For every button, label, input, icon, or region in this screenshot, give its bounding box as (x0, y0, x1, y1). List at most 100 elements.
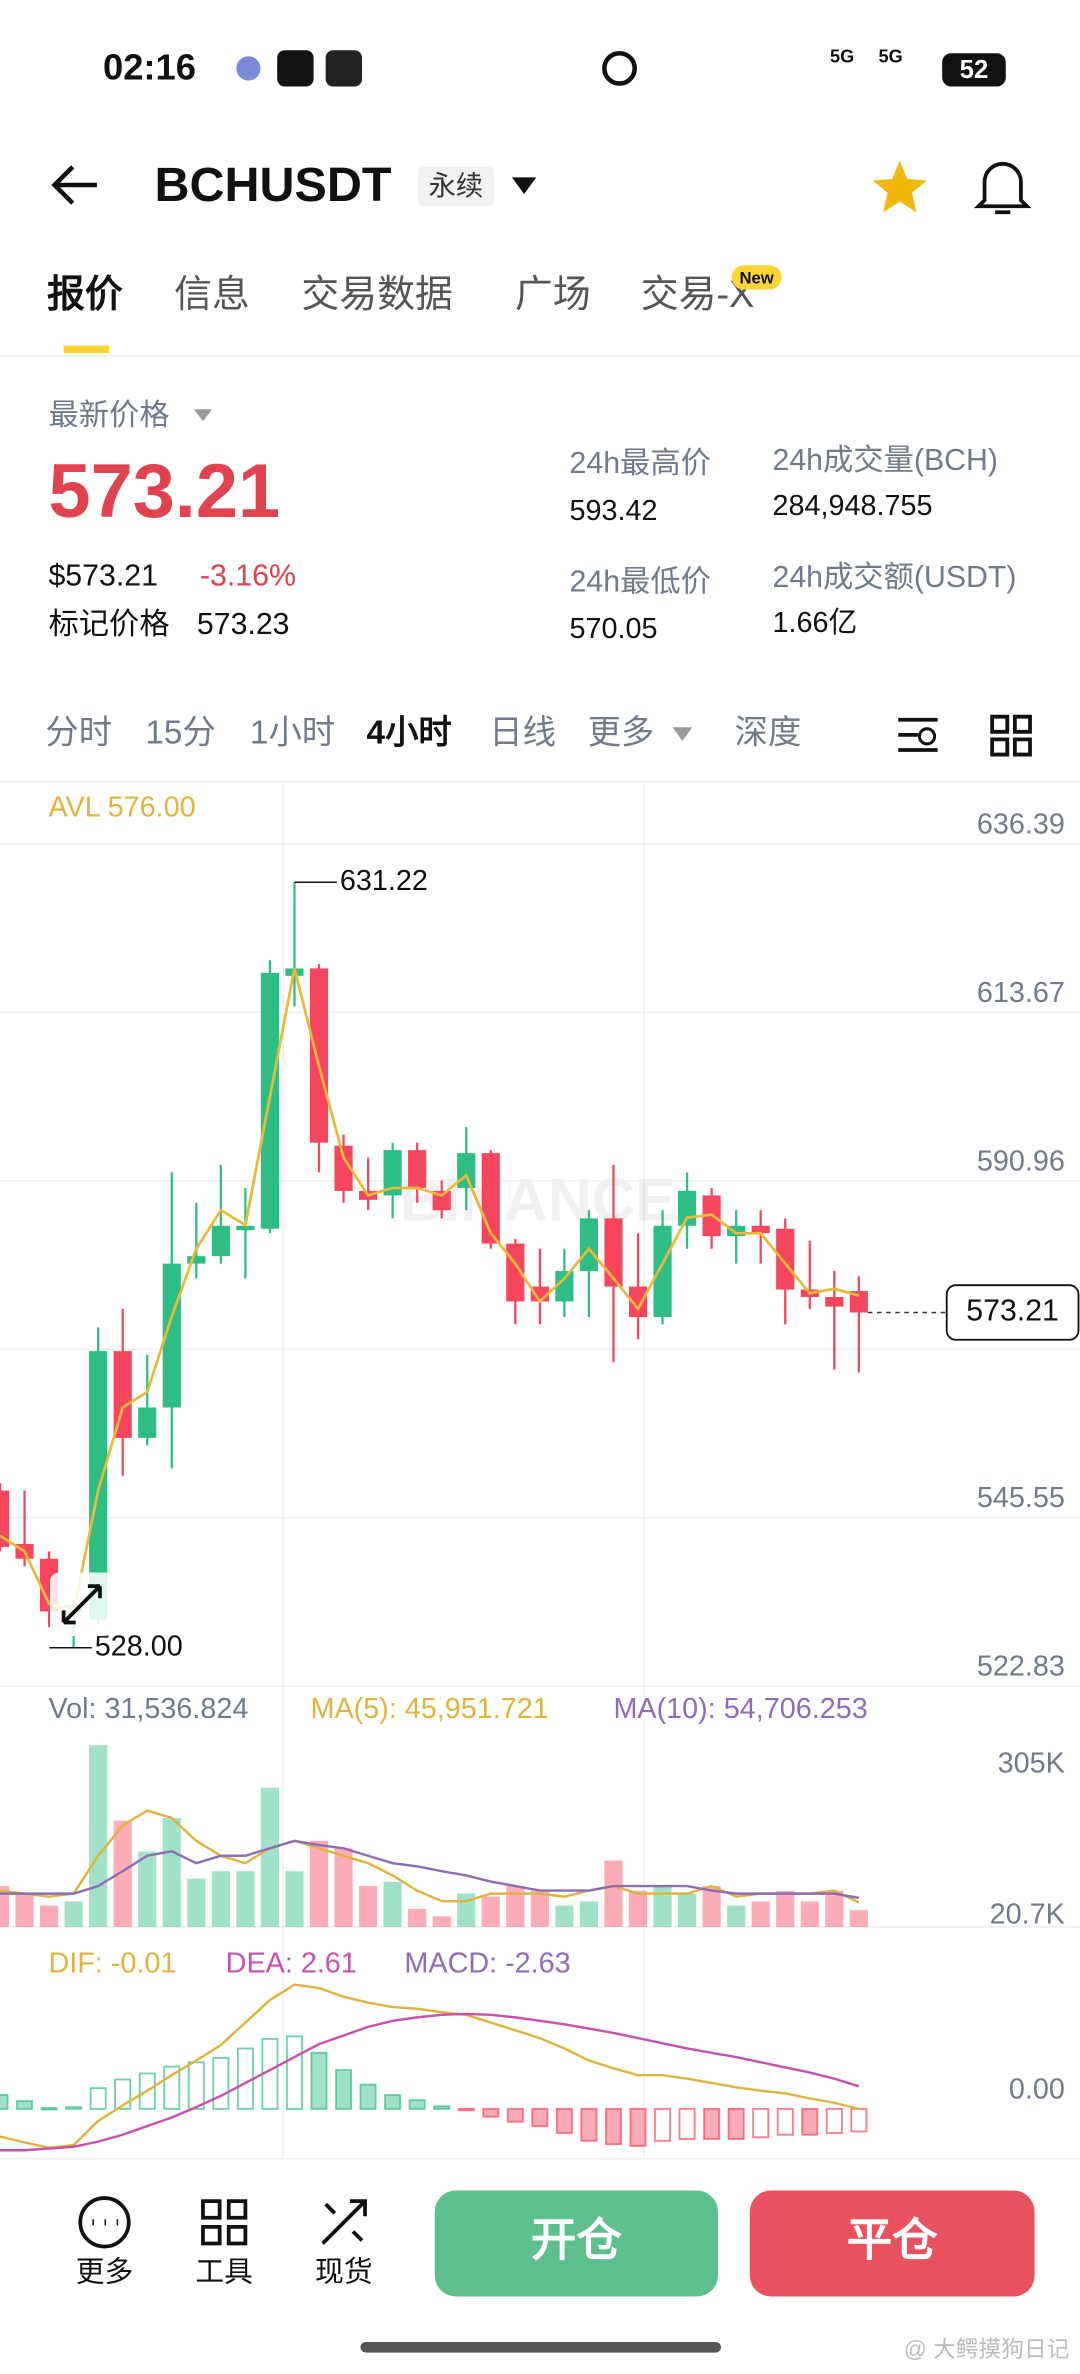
mark-price: 573.23 (197, 608, 290, 641)
interval[interactable]: 深度 (735, 715, 802, 752)
macd-bar (482, 2107, 500, 2118)
macd-line (0, 2012, 860, 2152)
y-tick-label: 545.55 (977, 1482, 1065, 1514)
tool-label[interactable]: 现货 (315, 2256, 373, 2288)
close-label[interactable]: 平仓 (847, 2215, 938, 2266)
interval[interactable]: 15分 (145, 715, 215, 752)
volume-bar (260, 1787, 280, 1927)
symbol-dropdown[interactable] (511, 177, 537, 195)
usd-price: $573.21 (48, 559, 157, 592)
stat-label: 24h最高价 (570, 446, 711, 480)
macd-bar (65, 2106, 83, 2110)
stat-value: 593.42 (570, 495, 658, 527)
macd-bar (359, 2083, 377, 2110)
candle-body (162, 1263, 181, 1408)
expand-icon (61, 1584, 102, 1625)
candle-body (825, 1296, 844, 1307)
interval[interactable]: 日线 (489, 715, 556, 752)
open-button[interactable] (434, 2190, 718, 2297)
volume-bar (285, 1871, 304, 1927)
new-badge-text: New (739, 268, 773, 287)
candle-body (776, 1228, 795, 1290)
volume-bar (530, 1890, 549, 1927)
macd-bar (801, 2107, 819, 2136)
layout-toggle[interactable] (990, 714, 1032, 757)
contract-badge (418, 166, 494, 207)
candle-body (113, 1351, 132, 1438)
close-button[interactable] (749, 2190, 1035, 2297)
dropdown[interactable] (672, 727, 693, 741)
candle-body (653, 1225, 672, 1318)
volume-legend: Vol: 31,536.824 (48, 1693, 248, 1725)
y-tick-label: 636.39 (977, 808, 1065, 840)
candle-body (334, 1145, 353, 1191)
interval[interactable]: 4小时 (367, 715, 452, 752)
last-price: 573.21 (48, 449, 280, 534)
candle-body (727, 1225, 746, 1237)
macd-bar (187, 2061, 205, 2110)
volume-ma-line (0, 1839, 860, 1900)
dropdown[interactable] (193, 409, 213, 422)
volume-bar (383, 1881, 402, 1927)
alerts[interactable] (973, 161, 1032, 215)
tab[interactable]: 报价 (47, 274, 123, 316)
app-icon (325, 50, 363, 87)
last-price-label: 最新价格 (48, 398, 169, 432)
tab[interactable]: 交易数据 (301, 274, 452, 316)
macd-bar (678, 2107, 696, 2140)
interval[interactable]: 分时 (45, 715, 112, 752)
symbol[interactable]: BCHUSDT (155, 158, 392, 212)
macd-bar (236, 2047, 254, 2110)
volume-bar (0, 1886, 10, 1927)
volume-bar (702, 1886, 721, 1927)
macd-bar (531, 2107, 549, 2128)
max-label: 631.22 (340, 865, 428, 897)
volume-bar (604, 1860, 623, 1927)
volume-bar (187, 1878, 206, 1927)
macd-bar (825, 2107, 843, 2134)
interval[interactable]: 1小时 (250, 715, 335, 752)
macd-bar (629, 2107, 647, 2147)
macd-line (0, 1983, 860, 2149)
interval[interactable]: 更多 (588, 715, 655, 752)
macd-bar (384, 2094, 402, 2110)
tool-label[interactable]: 更多 (76, 2256, 134, 2288)
macd-bar (457, 2107, 475, 2112)
macd-bar (506, 2107, 524, 2123)
y-tick-label: 590.96 (977, 1145, 1065, 1177)
legend-item: DEA: 2.61 (226, 1947, 357, 1979)
stat-label: 24h成交额(USDT) (773, 560, 1017, 594)
min-label: 528.00 (95, 1630, 183, 1662)
y-tick-label: 613.67 (977, 977, 1065, 1009)
tab[interactable]: 广场 (515, 274, 591, 316)
alarm-icon (602, 50, 637, 86)
volume-bar (64, 1901, 83, 1927)
tools-icon[interactable] (201, 2199, 248, 2246)
home-indicator (360, 2341, 722, 2353)
tool-label[interactable]: 工具 (195, 2256, 253, 2288)
candle-body (432, 1190, 451, 1211)
favorite[interactable] (872, 160, 928, 213)
candle-body (138, 1407, 157, 1438)
open-label[interactable]: 开仓 (531, 2215, 622, 2266)
legend-item: MA(10): 54,706.253 (613, 1693, 867, 1725)
back-button[interactable] (51, 165, 97, 205)
more-icon[interactable] (78, 2196, 131, 2249)
contract-type: 永续 (429, 170, 484, 201)
candle-body (89, 1351, 108, 1620)
y-tick-label: 0.00 (1009, 2073, 1065, 2105)
spot-icon[interactable] (321, 2199, 367, 2245)
candle-body (457, 1153, 476, 1188)
last-price-label: 573.21 (966, 1294, 1059, 1327)
volume-bar (138, 1851, 157, 1927)
time: 02:16 (103, 46, 196, 87)
volume-bar (309, 1840, 329, 1927)
indicator-settings[interactable] (898, 717, 938, 752)
macd-bar (555, 2107, 573, 2134)
volume-bar (236, 1871, 255, 1927)
macd-bar (212, 2057, 230, 2110)
tab[interactable]: 信息 (174, 274, 250, 316)
legend-item: MA(5): 45,951.721 (311, 1693, 549, 1725)
